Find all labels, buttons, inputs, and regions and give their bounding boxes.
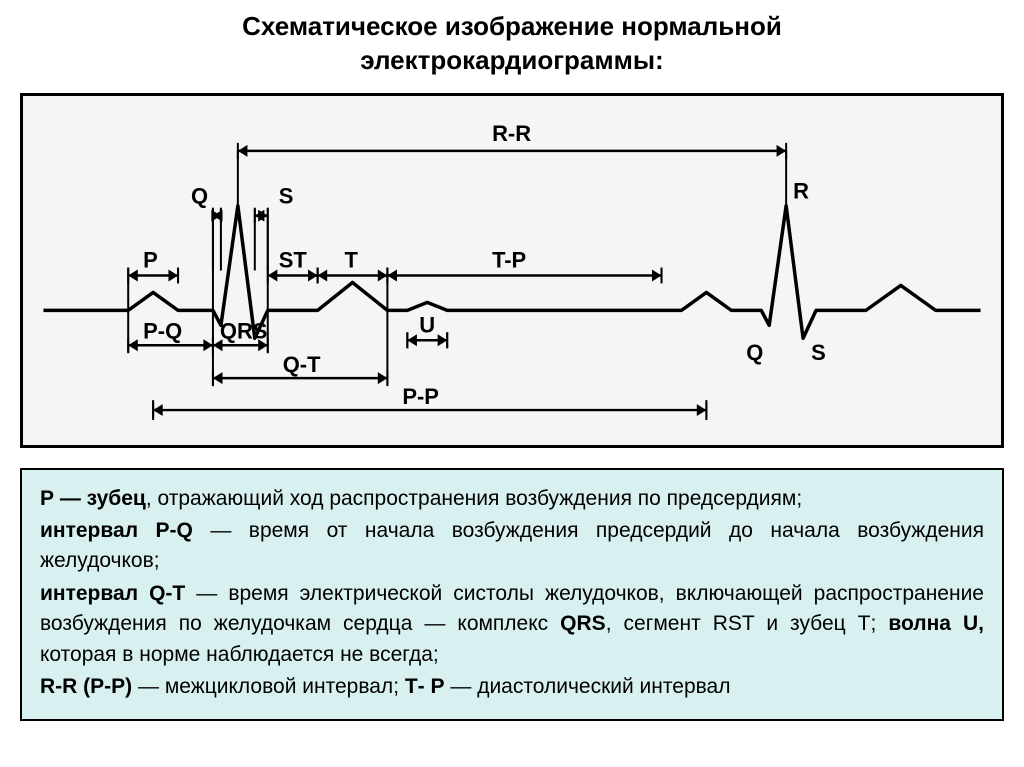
arrowhead-icon [438,334,448,346]
arrowhead-icon [697,404,707,416]
legend-box: Р — зубец, отражающий ход распространени… [20,468,1004,721]
arrowhead-icon [652,269,662,281]
dim-label: P-P [402,384,439,409]
arrowhead-icon [128,269,138,281]
dim-label: U [419,312,435,337]
arrowhead-icon [378,269,388,281]
dim-label: Q-T [283,352,321,377]
page-title: Схематическое изображение нормальной эле… [20,10,1004,78]
title-line-1: Схематическое изображение нормальной [242,11,782,41]
arrowhead-icon [153,404,163,416]
arrowhead-icon [387,269,397,281]
dim-label: S [279,183,294,208]
arrowhead-icon [318,269,328,281]
arrowhead-icon [268,269,278,281]
legend-item: Р — зубец, отражающий ход распространени… [40,484,984,514]
arrowhead-icon [168,269,178,281]
legend-item: интервал Q-T — время электрической систо… [40,579,984,670]
arrowhead-icon [407,334,417,346]
dim-label: R-R [492,121,531,146]
arrowhead-icon [777,144,787,156]
wave-label: S [811,340,826,365]
dim-label: T-P [492,247,526,272]
legend-item: R-R (P-Р) — межцикловой интервал; Т- Р —… [40,672,984,702]
arrowhead-icon [308,269,318,281]
dim-label: Q [191,183,208,208]
arrowhead-icon [213,372,223,384]
dim-label: QRS [220,318,268,343]
title-line-2: электрокардиограммы: [360,45,663,75]
dim-label: ST [279,247,308,272]
arrowhead-icon [238,144,248,156]
dim-label: P [143,247,158,272]
ecg-svg: R-R Q S P ST T T-P U P-Q QRS Q-T P-P R Q S [38,111,986,430]
dim-label: P-Q [143,318,182,343]
arrowhead-icon [378,372,388,384]
dim-label: T [345,247,359,272]
legend-item: интервал P-Q — время от начала возбужден… [40,516,984,577]
arrowhead-icon [203,339,213,351]
arrowhead-icon [128,339,138,351]
wave-label: Q [746,340,763,365]
wave-label: R [793,178,809,203]
ecg-diagram-box: R-R Q S P ST T T-P U P-Q QRS Q-T P-P R Q S [20,93,1004,448]
